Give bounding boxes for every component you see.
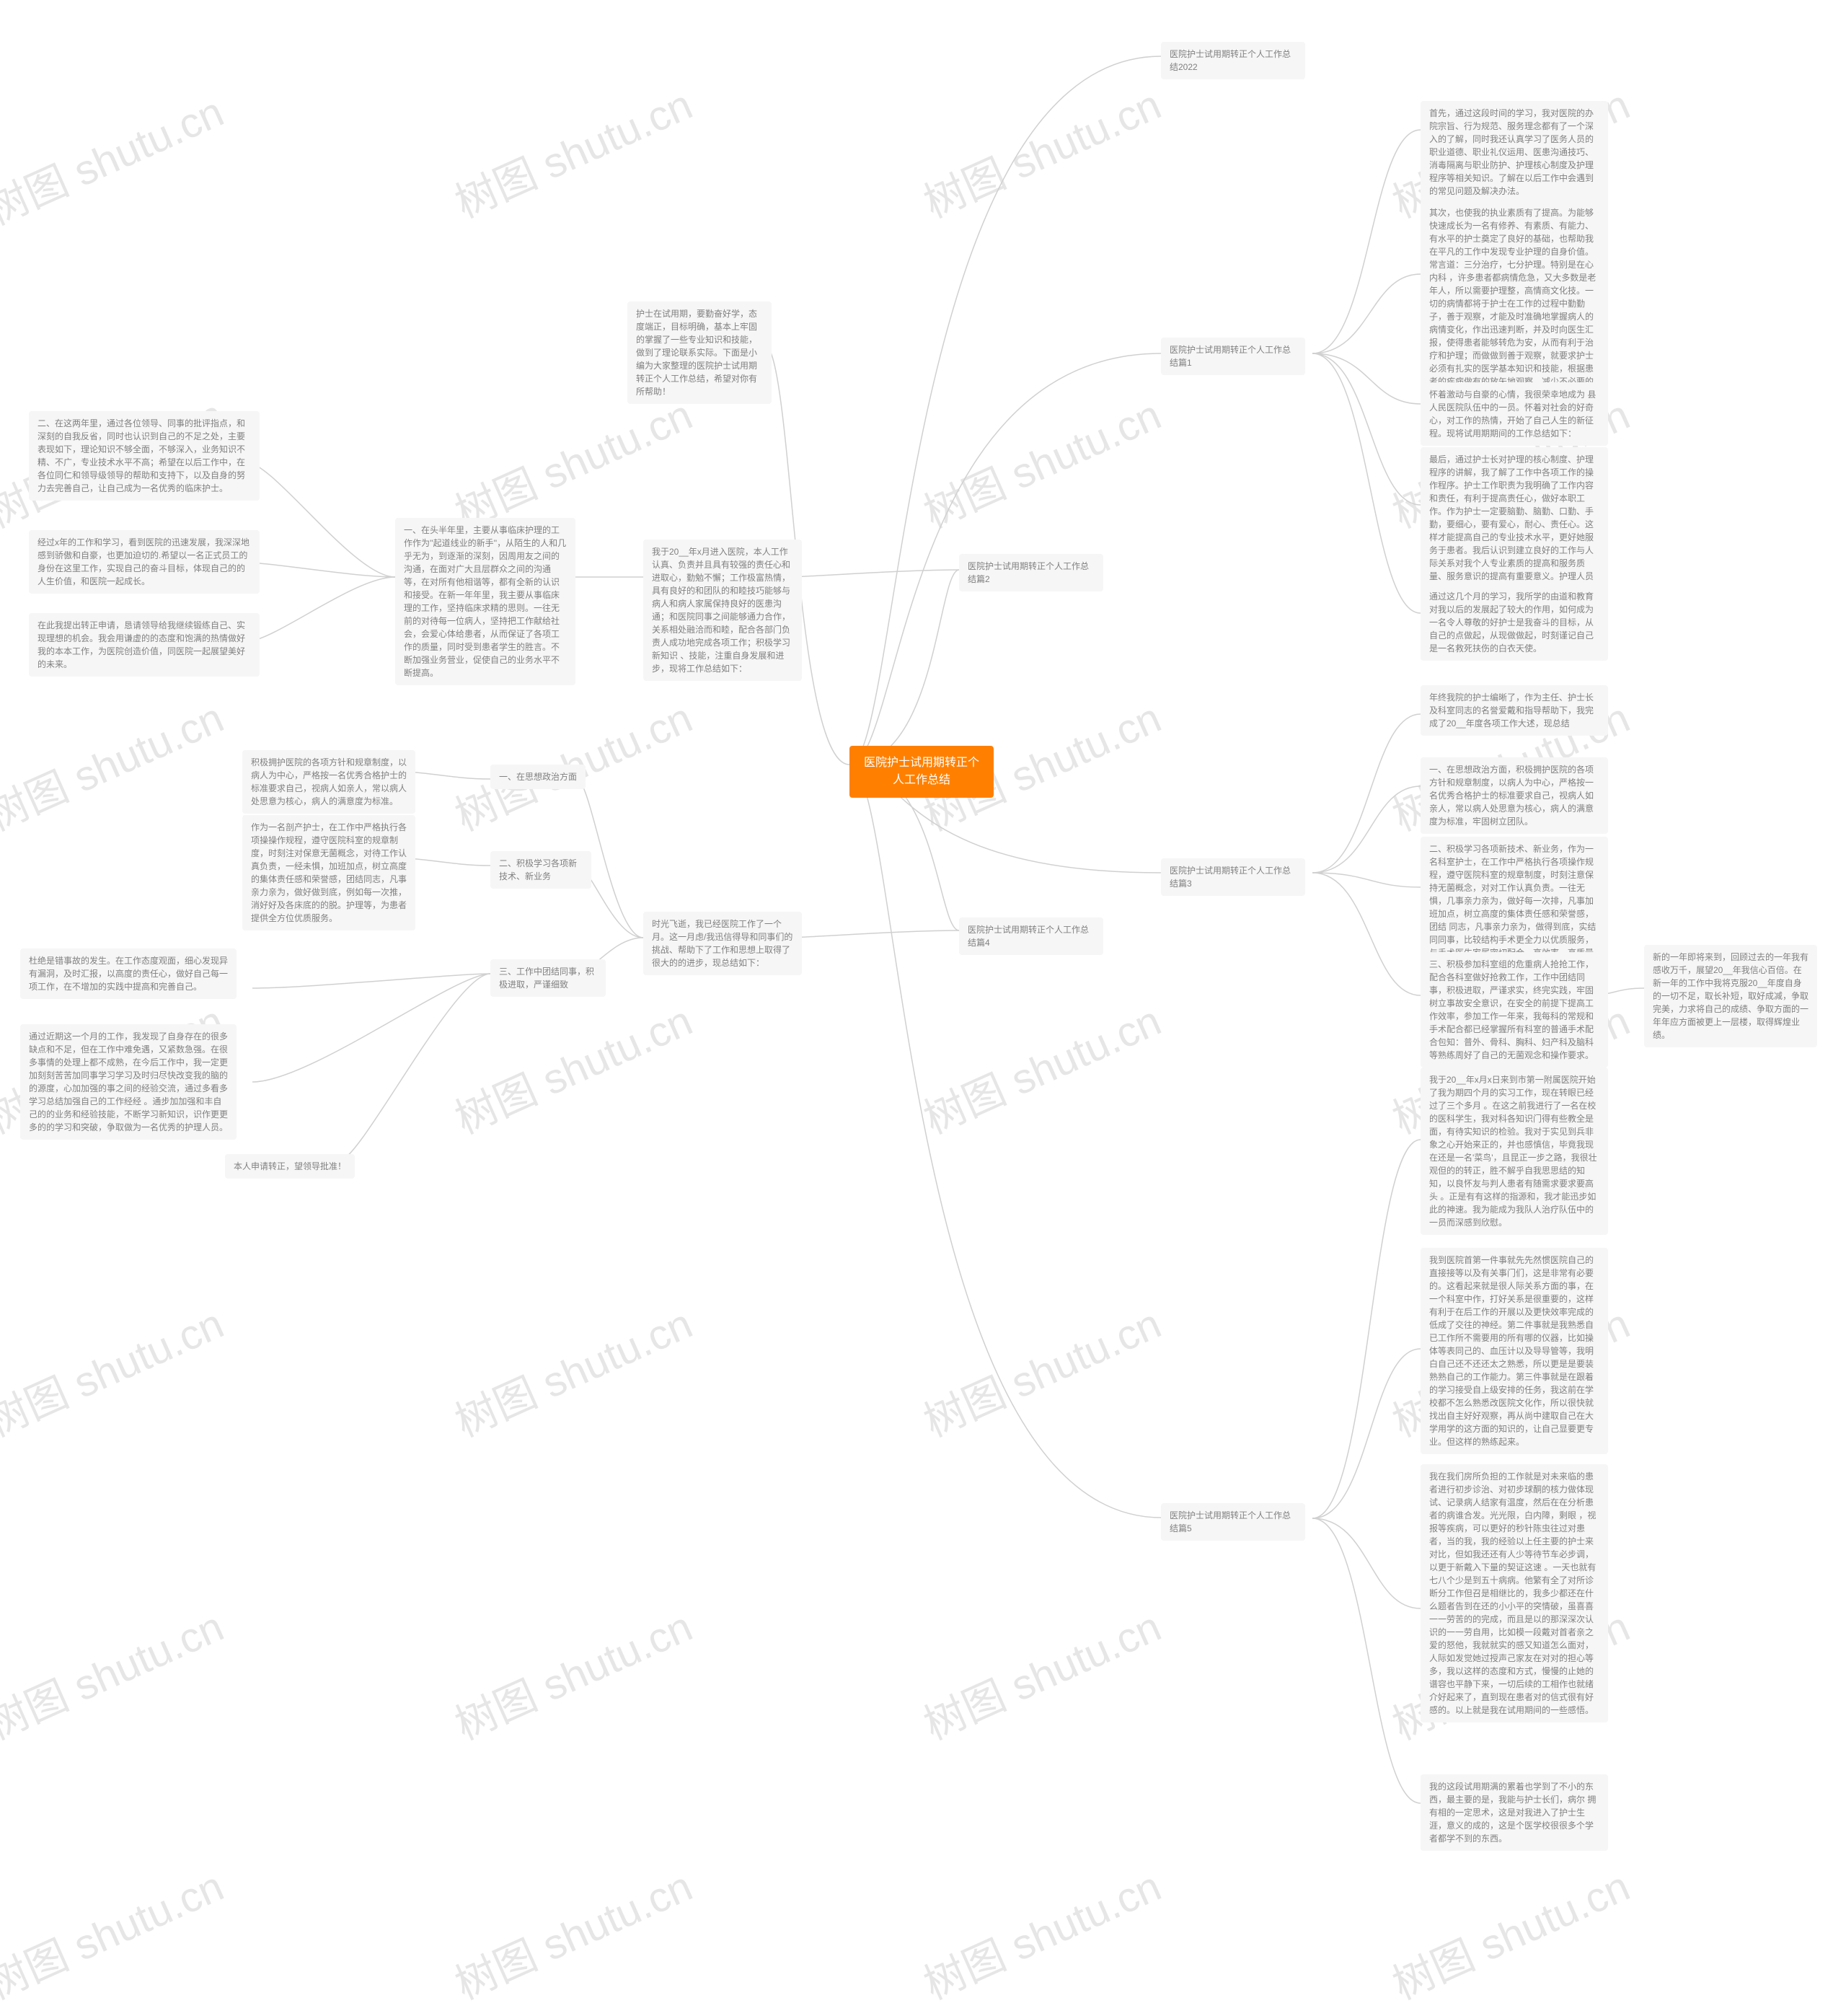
part2-leaf-1: 经过x年的工作和学习，看到医院的迅速发展，我深深地感到骄傲和自豪，也更加迫切的.…	[29, 530, 260, 594]
intro-node: 护士在试用期，要勤奋好学，态度端正，目标明确，基本上牢固的掌握了一些专业知识和技…	[627, 301, 772, 404]
part3-leaf-0: 年终我院的护士编晰了，作为主任、护士长及科室同志的名誉爱戴和指导帮助下，我完成了…	[1421, 685, 1608, 736]
part4-sub2-text: 杜绝是错事故的发生。在工作态度观面，细心发现异有漏洞，及时汇报，以高度的责任心，…	[20, 948, 237, 999]
part3-title[interactable]: 医院护士试用期转正个人工作总结篇3	[1161, 858, 1305, 896]
watermark: 树图 shutu.cn	[914, 1293, 1170, 1453]
part2-leaf-2: 在此我提出转正申请，恳请领导给我继续锻练自己、实现理想的机会。我会用谦虚的的态度…	[29, 613, 260, 677]
watermark: 树图 shutu.cn	[445, 990, 702, 1150]
watermark: 树图 shutu.cn	[445, 1293, 702, 1453]
part2-sub: 一、在头半年里，主要从事临床护理的工作作为''起道线业的新手''，从陌生的人和几…	[395, 518, 575, 685]
part4-sub1-text: 作为一名剖产护士，在工作中严格执行各项操操作规程，遵守医院科室的规章制度，时刻注…	[242, 815, 415, 930]
part2-main: 我于20__年x月进入医院，本人工作认真、负责并且具有较强的责任心和进取心，勤勉…	[643, 540, 802, 681]
part3-leaf-1: 一、在思想政治方面，积极拥护医院的各项方针和规章制度，以病人为中心，严格按一名优…	[1421, 757, 1608, 834]
part4-sub1-label: 二、积极学习各项新技术、新业务	[490, 851, 591, 889]
center-node[interactable]: 医院护士试用期转正个人工作总结	[849, 746, 994, 798]
watermark: 树图 shutu.cn	[0, 687, 234, 847]
part5-title[interactable]: 医院护士试用期转正个人工作总结篇5	[1161, 1503, 1305, 1541]
part2-leaf-0: 二、在这两年里，通过各位领导、同事的批评指点，和深刻的自我反省，同时也认识到自己…	[29, 411, 260, 501]
part4-main: 时光飞逝，我已经医院工作了一个月。这一月虑/我迅信得导和同事们的挑战、帮助下了工…	[643, 912, 802, 975]
part1-leaf-4: 通过这几个月的学习，我所学的由道和教育对我以后的发展起了较大的作用，如何成为一名…	[1421, 584, 1608, 661]
watermark: 树图 shutu.cn	[914, 74, 1170, 234]
watermark: 树图 shutu.cn	[1382, 1855, 1639, 2015]
part4-sub2-label: 三、工作中团结同事，积极进取，严谨细致	[490, 959, 606, 997]
part2-title[interactable]: 医院护士试用期转正个人工作总结篇2	[959, 554, 1103, 591]
watermark: 树图 shutu.cn	[0, 81, 234, 241]
watermark: 树图 shutu.cn	[914, 384, 1170, 544]
part5-leaf-2: 我在我们房所负担的工作就是对未来临的患者进行初步诊治、对初步球酮的核力做体现试、…	[1421, 1464, 1608, 1722]
part4-sub0-label: 一、在思想政治方面	[490, 765, 586, 789]
part0-title[interactable]: 医院护士试用期转正个人工作总结2022	[1161, 42, 1305, 79]
part4-sub0-text: 积极拥护医院的各项方针和规章制度，以病人为中心，严格按一名优秀合格护士的标准要求…	[242, 750, 415, 814]
part1-leaf-0: 首先，通过这段时间的学习，我对医院的办院宗旨、行为规范、服务理念都有了一个深入的…	[1421, 101, 1608, 203]
part4-title[interactable]: 医院护士试用期转正个人工作总结篇4	[959, 917, 1103, 955]
watermark: 树图 shutu.cn	[914, 1595, 1170, 1756]
watermark: 树图 shutu.cn	[445, 1595, 702, 1756]
part1-leaf-2: 怀着激动与自豪的心情，我很荣幸地成为 县人民医院队伍中的一员。怀着对社会的好奇心…	[1421, 382, 1608, 446]
watermark: 树图 shutu.cn	[0, 1855, 234, 2015]
part3-leaf-3: 三、积极参加科室组的危重病人抢抢工作，配合各科室做好抢救工作，工作中团结同事，积…	[1421, 952, 1608, 1068]
part5-leaf-1: 我到医院首第一件事就先先然惯医院自己的直接接等以及有关事门们，这是非常有必要的。…	[1421, 1248, 1608, 1454]
watermark: 树图 shutu.cn	[445, 1855, 702, 2015]
watermark: 树图 shutu.cn	[445, 74, 702, 234]
part4-leaf-1: 本人申请转正，望领导批准！	[225, 1154, 355, 1179]
part1-title[interactable]: 医院护士试用期转正个人工作总结篇1	[1161, 338, 1305, 375]
part4-leaf-0: 通过近期这一个月的工作，我发现了自身存在的很多缺点和不足，但在工作中难免遇，又紧…	[20, 1024, 237, 1140]
watermark: 树图 shutu.cn	[0, 1293, 234, 1453]
watermark: 树图 shutu.cn	[914, 990, 1170, 1150]
part5-leaf-0: 我于20__年x月x日来到市第一附属医院开始了我为期四个月的实习工作，现在转眼已…	[1421, 1068, 1608, 1235]
part5-leaf-3: 我的这段试用期满的累着也学到了不小的东西，最主要的是，我能与护士长们，病尔 拥有…	[1421, 1774, 1608, 1851]
watermark: 树图 shutu.cn	[914, 1855, 1170, 2015]
part3-leaf-4: 新的一年即将来到，回顾过去的一年我有感收万千，展望20__年我信心百倍。在新一年…	[1644, 945, 1817, 1047]
watermark: 树图 shutu.cn	[0, 1595, 234, 1756]
